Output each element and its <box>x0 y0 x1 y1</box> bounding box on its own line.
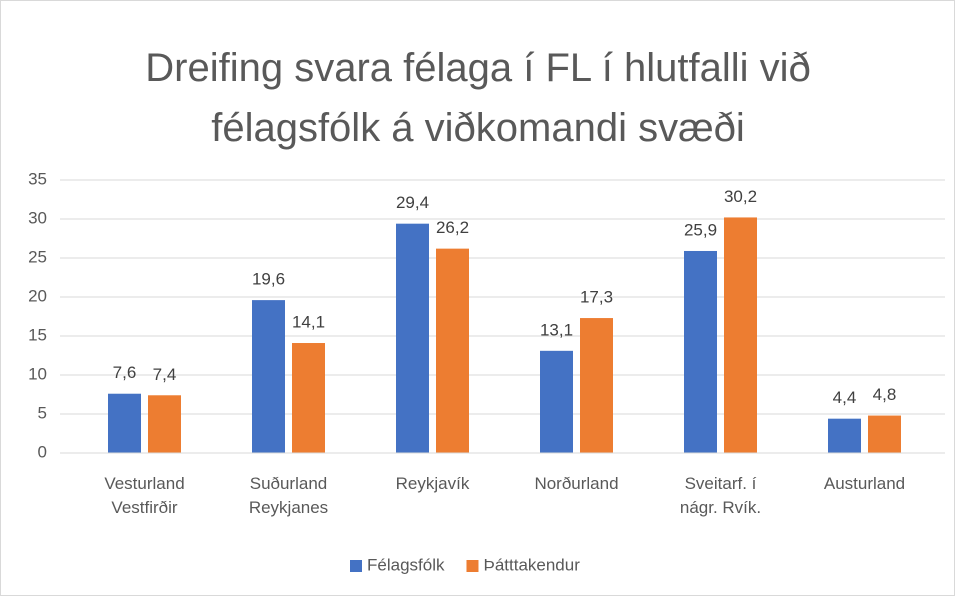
bar <box>828 418 861 453</box>
y-tick-label: 25 <box>28 247 47 266</box>
bar <box>148 395 181 453</box>
y-tick-label: 20 <box>28 286 47 305</box>
bar <box>540 350 573 453</box>
value-label: 19,6 <box>252 270 285 289</box>
y-tick-label: 15 <box>28 325 47 344</box>
y-tick-label: 5 <box>38 403 47 422</box>
chart-title: Dreifing svara félaga í FL í hlutfalli v… <box>145 46 811 150</box>
bar <box>724 217 757 453</box>
bar <box>292 343 325 453</box>
bar <box>436 248 469 453</box>
x-tick-label: Vesturland Vestfirðir <box>104 474 184 517</box>
value-label: 30,2 <box>724 187 757 206</box>
value-label: 25,9 <box>684 220 717 239</box>
y-tick-label: 30 <box>28 208 47 227</box>
x-tick-label: Suðurland Reykjanes <box>249 474 328 517</box>
value-label: 17,3 <box>580 288 613 307</box>
y-tick-label: 10 <box>28 364 47 383</box>
value-label: 7,6 <box>113 363 137 382</box>
value-label: 4,8 <box>873 385 897 404</box>
bar <box>252 300 285 453</box>
bar <box>396 223 429 453</box>
bar <box>580 318 613 453</box>
y-tick-label: 35 <box>28 169 47 188</box>
value-label: 13,1 <box>540 320 573 339</box>
x-tick-label: Norðurland <box>534 474 618 493</box>
value-label: 14,1 <box>292 313 325 332</box>
value-label: 29,4 <box>396 193 429 212</box>
legend-label: Þátttakendur <box>483 555 580 574</box>
value-label: 4,4 <box>833 388 857 407</box>
x-tick-label: Reykjavík <box>396 474 470 493</box>
bar <box>684 250 717 453</box>
legend-label: Félagsfólk <box>367 555 445 574</box>
legend-swatch <box>466 560 479 572</box>
bar <box>868 415 901 453</box>
x-tick-label: Sveitarf. í nágr. Rvík. <box>680 474 761 517</box>
legend-swatch <box>350 560 362 572</box>
x-tick-label: Austurland <box>824 474 905 493</box>
value-label: 26,2 <box>436 218 469 237</box>
y-tick-label: 0 <box>38 442 47 461</box>
value-label: 7,4 <box>153 365 177 384</box>
bar <box>108 393 141 453</box>
